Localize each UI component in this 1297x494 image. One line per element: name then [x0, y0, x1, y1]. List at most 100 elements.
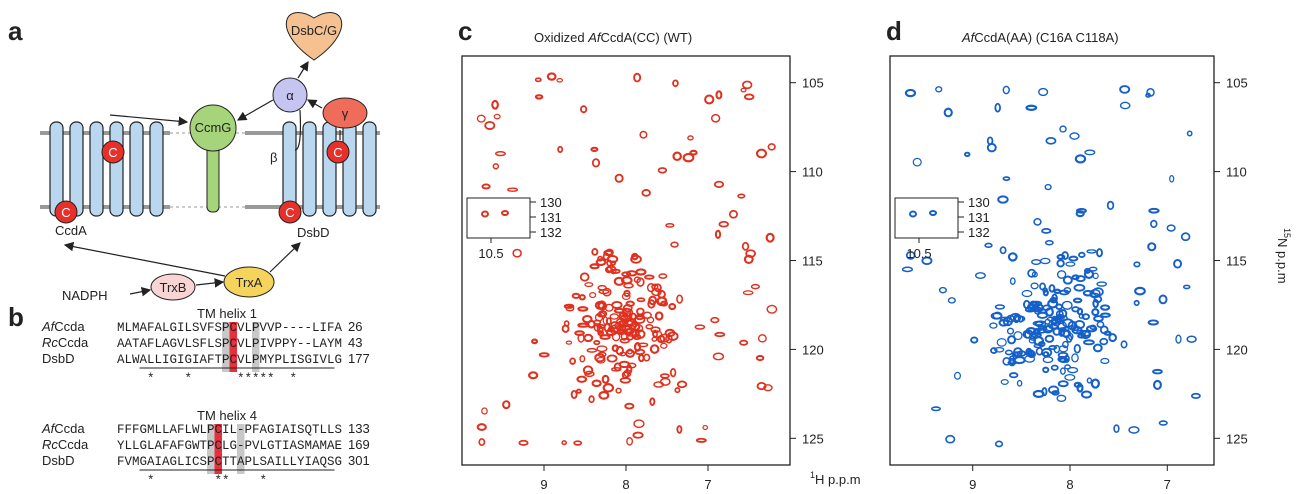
peak	[999, 246, 1007, 255]
peak	[601, 374, 610, 384]
peak	[1075, 210, 1085, 218]
peak	[623, 282, 634, 289]
peak	[1048, 345, 1058, 351]
peak	[1100, 357, 1110, 365]
peak	[1009, 277, 1016, 285]
peak	[613, 307, 625, 314]
peak	[644, 274, 655, 280]
peak	[657, 167, 668, 174]
peak	[687, 135, 694, 141]
peak	[1099, 325, 1109, 335]
peak	[668, 302, 677, 311]
peak	[1044, 183, 1052, 191]
title-part: Af	[961, 30, 976, 45]
peak	[742, 290, 754, 296]
peak	[1148, 207, 1160, 214]
peak	[1048, 284, 1056, 293]
peak	[1034, 308, 1042, 315]
peak	[599, 334, 611, 340]
peak	[714, 331, 726, 338]
peak	[672, 151, 682, 162]
peak	[591, 158, 601, 168]
peak	[1186, 130, 1193, 137]
peak	[676, 425, 683, 434]
peak	[695, 437, 707, 443]
peak	[1045, 307, 1054, 317]
residue-number: 133	[348, 421, 370, 436]
peak	[570, 389, 578, 400]
peak	[1049, 296, 1058, 304]
highlight	[207, 424, 215, 474]
y-tick-label: 110	[1226, 165, 1247, 180]
peak	[1057, 355, 1068, 363]
peak	[534, 77, 542, 83]
peak	[579, 355, 586, 363]
peak	[557, 145, 564, 153]
peak	[665, 334, 673, 344]
peak	[1041, 347, 1053, 358]
peak	[741, 241, 750, 251]
peak	[528, 371, 539, 380]
peak	[531, 338, 539, 345]
peak	[1068, 255, 1079, 262]
peak	[598, 289, 610, 295]
peak	[1002, 176, 1011, 182]
peak	[1082, 289, 1094, 297]
protein: Ccda	[54, 421, 85, 436]
peak	[1025, 104, 1038, 111]
peak	[650, 326, 661, 334]
inset-y-tick-label: 131	[968, 210, 990, 225]
peak	[704, 94, 715, 105]
peak	[1092, 272, 1099, 280]
peak	[1119, 101, 1131, 110]
peak	[598, 310, 608, 318]
peak	[635, 268, 647, 276]
peak	[660, 342, 668, 349]
protein: DsbD	[42, 351, 75, 366]
peak	[1006, 327, 1015, 335]
sequence: YLLGLAFAFGWTPCLG-PVLGTIASMAMAE	[117, 439, 342, 453]
peak	[591, 248, 599, 256]
peak	[493, 113, 501, 120]
peak	[646, 283, 656, 293]
peak	[476, 423, 487, 431]
peak	[611, 300, 623, 310]
peak	[589, 292, 597, 299]
peak	[665, 222, 675, 228]
peak	[582, 365, 594, 376]
highlight	[229, 322, 237, 372]
peak	[1100, 304, 1111, 311]
peak	[502, 400, 511, 410]
peak	[1186, 335, 1197, 343]
peak	[755, 354, 765, 362]
peak	[491, 99, 499, 110]
peak	[652, 330, 663, 338]
title-part: CcdA(CC) (WT)	[601, 30, 693, 45]
gamma	[322, 97, 368, 129]
x-tick-label: 7	[1164, 477, 1171, 489]
ccmg-label: CcmG	[195, 120, 232, 135]
peak	[1175, 334, 1182, 344]
y-tick-label: 105	[1226, 76, 1248, 91]
peak	[964, 151, 971, 158]
peak	[621, 371, 630, 380]
peak	[1044, 334, 1055, 343]
peak	[610, 327, 619, 335]
peak	[1056, 270, 1067, 279]
peak	[507, 187, 519, 192]
species: Rc	[42, 335, 58, 350]
peak	[649, 344, 660, 354]
peak	[598, 390, 610, 400]
peak	[670, 241, 679, 248]
peak	[1055, 303, 1063, 311]
peak	[1096, 320, 1105, 329]
species: Af	[41, 421, 56, 436]
inset-y-tick-label: 132	[968, 225, 990, 240]
peak	[929, 210, 937, 216]
peak	[1051, 315, 1058, 325]
peak	[718, 220, 729, 228]
peak	[1056, 254, 1066, 260]
peak	[1182, 284, 1191, 290]
ccmg	[189, 104, 237, 152]
